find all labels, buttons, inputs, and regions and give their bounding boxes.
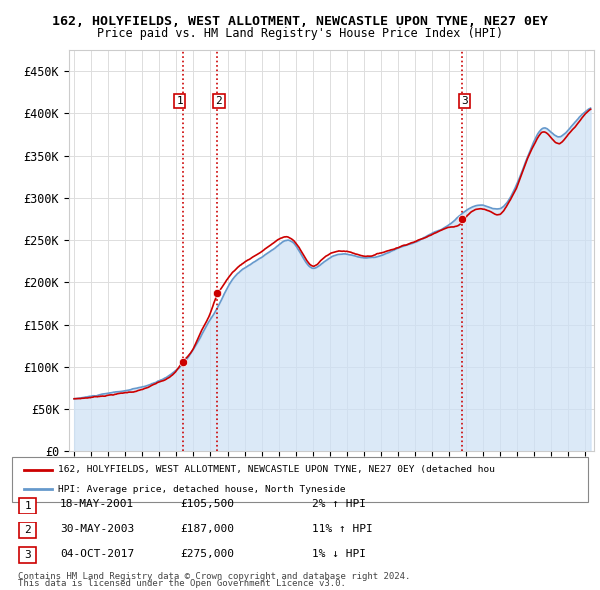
Text: 162, HOLYFIELDS, WEST ALLOTMENT, NEWCASTLE UPON TYNE, NE27 0EY: 162, HOLYFIELDS, WEST ALLOTMENT, NEWCAST… [52, 15, 548, 28]
Text: 1% ↓ HPI: 1% ↓ HPI [312, 549, 366, 559]
Text: 2: 2 [24, 526, 31, 535]
Text: 1: 1 [176, 96, 183, 106]
Text: This data is licensed under the Open Government Licence v3.0.: This data is licensed under the Open Gov… [18, 579, 346, 588]
Text: 1: 1 [24, 501, 31, 510]
FancyBboxPatch shape [19, 498, 36, 513]
Text: 3: 3 [461, 96, 468, 106]
Text: 04-OCT-2017: 04-OCT-2017 [60, 549, 134, 559]
Text: Price paid vs. HM Land Registry's House Price Index (HPI): Price paid vs. HM Land Registry's House … [97, 27, 503, 40]
Text: 2% ↑ HPI: 2% ↑ HPI [312, 500, 366, 509]
FancyBboxPatch shape [19, 523, 36, 539]
Text: 162, HOLYFIELDS, WEST ALLOTMENT, NEWCASTLE UPON TYNE, NE27 0EY (detached hou: 162, HOLYFIELDS, WEST ALLOTMENT, NEWCAST… [58, 465, 495, 474]
Text: £187,000: £187,000 [180, 525, 234, 534]
Text: 11% ↑ HPI: 11% ↑ HPI [312, 525, 373, 534]
FancyBboxPatch shape [19, 548, 36, 563]
Text: Contains HM Land Registry data © Crown copyright and database right 2024.: Contains HM Land Registry data © Crown c… [18, 572, 410, 581]
Text: £105,500: £105,500 [180, 500, 234, 509]
Text: 2: 2 [215, 96, 223, 106]
Text: £275,000: £275,000 [180, 549, 234, 559]
FancyBboxPatch shape [12, 457, 588, 502]
Text: 18-MAY-2001: 18-MAY-2001 [60, 500, 134, 509]
Text: HPI: Average price, detached house, North Tyneside: HPI: Average price, detached house, Nort… [58, 484, 346, 494]
Text: 30-MAY-2003: 30-MAY-2003 [60, 525, 134, 534]
Text: 3: 3 [24, 550, 31, 560]
